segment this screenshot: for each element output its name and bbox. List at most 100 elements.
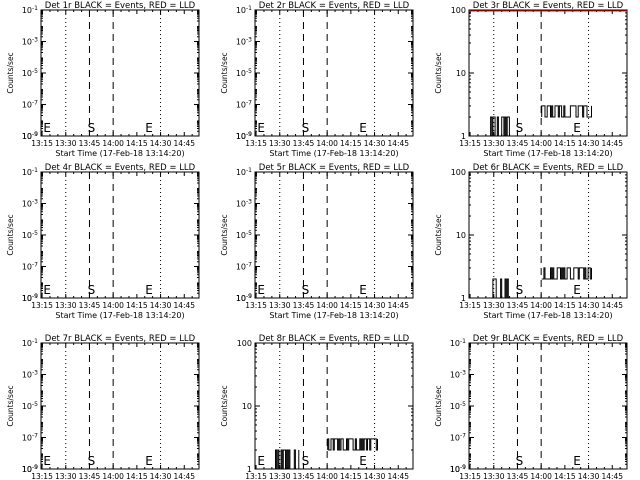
- marker-e: E: [257, 121, 265, 135]
- plot-frame: [468, 342, 628, 470]
- x-axis-label: Start Time (17-Feb-18 13:14:20): [269, 311, 398, 320]
- x-tick-label: 13:45: [79, 139, 101, 148]
- x-tick-label: 13:30: [483, 301, 505, 310]
- x-tick-label: 14:15: [340, 139, 362, 148]
- y-tick-label: 10-5: [22, 230, 38, 240]
- x-tick-label: 13:15: [31, 139, 53, 148]
- x-tick-label: 13:30: [269, 301, 291, 310]
- x-tick-label: 14:00: [530, 472, 552, 480]
- y-tick-label: 10-9: [236, 131, 252, 141]
- marker-e: E: [573, 454, 581, 468]
- marker-s: S: [516, 454, 524, 468]
- panel-title: Det 6r BLACK = Events, RED = LLD: [473, 163, 624, 173]
- marker-e: E: [43, 283, 51, 297]
- y-tick-label: 100: [451, 168, 466, 177]
- y-tick-label: 10-5: [22, 68, 38, 78]
- x-tick-label: 13:15: [31, 301, 53, 310]
- y-tick-label: 10-1: [236, 5, 252, 15]
- marker-e: E: [257, 283, 265, 297]
- y-tick-label: 10-1: [22, 5, 38, 15]
- x-tick-label: 13:45: [79, 301, 101, 310]
- y-tick-label: 10-5: [236, 68, 252, 78]
- events-series-line: [327, 438, 378, 451]
- y-tick-label: 10: [242, 402, 252, 411]
- x-axis-label: Start Time (17-Feb-18 13:14:20): [483, 311, 612, 320]
- x-axis-label: Start Time (17-Feb-18 13:14:20): [55, 149, 184, 158]
- y-tick-label: 10-7: [22, 100, 38, 110]
- y-tick-label: 10-3: [22, 37, 38, 47]
- y-tick-label: 10-9: [22, 293, 38, 303]
- y-tick-label: 10-9: [22, 464, 38, 474]
- y-axis-label: Counts/sec: [6, 52, 15, 93]
- marker-s: S: [516, 283, 524, 297]
- x-tick-label: 14:45: [601, 472, 623, 480]
- y-tick-label: 10-9: [22, 131, 38, 141]
- y-tick-label: 10-7: [22, 262, 38, 272]
- x-tick-label: 13:30: [483, 139, 505, 148]
- x-tick-label: 13:30: [55, 301, 77, 310]
- x-tick-label: 13:15: [245, 139, 267, 148]
- x-axis-label: Start Time (17-Feb-18 13:14:20): [483, 149, 612, 158]
- x-tick-label: 14:00: [316, 139, 338, 148]
- marker-e: E: [43, 121, 51, 135]
- marker-e: E: [573, 121, 581, 135]
- y-tick-label: 10-5: [450, 401, 466, 411]
- y-tick-label: 10-7: [450, 433, 466, 443]
- marker-e: E: [359, 121, 367, 135]
- x-tick-label: 13:45: [507, 301, 529, 310]
- x-axis-label: Start Time (17-Feb-18 13:14:20): [55, 311, 184, 320]
- y-tick-label: 10-7: [22, 433, 38, 443]
- x-tick-label: 14:15: [126, 301, 148, 310]
- svg-text:10-9: 10-9: [22, 464, 38, 474]
- x-tick-label: 14:15: [126, 139, 148, 148]
- x-tick-label: 13:45: [293, 301, 315, 310]
- y-tick-label: 10: [456, 231, 466, 240]
- x-tick-label: 14:30: [364, 472, 386, 480]
- x-tick-label: 14:45: [173, 301, 195, 310]
- x-tick-label: 13:15: [459, 472, 481, 480]
- events-series-line: [541, 267, 592, 280]
- x-tick-label: 13:45: [507, 472, 529, 480]
- x-tick-label: 13:45: [293, 139, 315, 148]
- panel-title: Det 7r BLACK = Events, RED = LLD: [45, 334, 196, 344]
- panel-title: Det 3r BLACK = Events, RED = LLD: [473, 1, 624, 11]
- svg-text:10-9: 10-9: [22, 131, 38, 141]
- y-axis-label: Counts/sec: [220, 214, 229, 255]
- y-axis-label: Counts/sec: [220, 385, 229, 426]
- y-axis-label: Counts/sec: [434, 385, 443, 426]
- marker-e: E: [359, 283, 367, 297]
- panel-title: Det 5r BLACK = Events, RED = LLD: [259, 163, 410, 173]
- x-tick-label: 14:30: [578, 139, 600, 148]
- panel-title: Det 9r BLACK = Events, RED = LLD: [473, 334, 624, 344]
- marker-e: E: [43, 454, 51, 468]
- marker-s: S: [88, 121, 96, 135]
- y-axis-label: Counts/sec: [434, 52, 443, 93]
- svg-text:10-9: 10-9: [236, 131, 252, 141]
- x-tick-label: 13:30: [269, 472, 291, 480]
- x-tick-label: 14:00: [102, 301, 124, 310]
- marker-s: S: [88, 454, 96, 468]
- x-tick-label: 13:45: [507, 139, 529, 148]
- plot-frame: [40, 171, 200, 299]
- x-tick-label: 14:45: [173, 472, 195, 480]
- y-tick-label: 10-9: [450, 464, 466, 474]
- x-tick-label: 13:15: [245, 472, 267, 480]
- x-tick-label: 14:30: [150, 472, 172, 480]
- x-tick-label: 14:00: [102, 472, 124, 480]
- y-tick-label: 10: [456, 69, 466, 78]
- y-tick-label: 1: [461, 294, 466, 303]
- svg-text:10-9: 10-9: [236, 293, 252, 303]
- x-tick-label: 13:30: [483, 472, 505, 480]
- x-tick-label: 14:30: [364, 139, 386, 148]
- x-tick-label: 14:30: [150, 301, 172, 310]
- plot-frame: [254, 171, 414, 299]
- x-tick-label: 14:00: [530, 139, 552, 148]
- x-tick-label: 14:45: [173, 139, 195, 148]
- marker-s: S: [302, 283, 310, 297]
